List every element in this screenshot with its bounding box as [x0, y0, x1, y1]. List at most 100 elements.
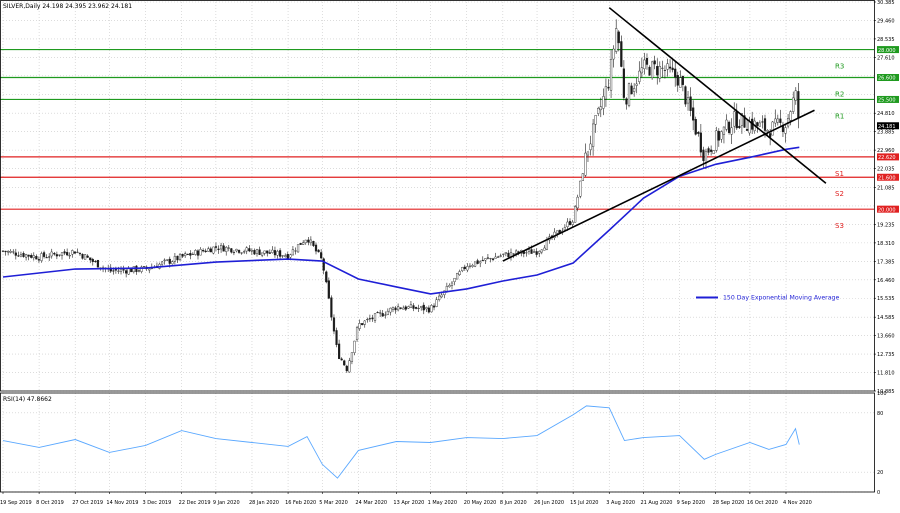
rsi-tick-label: 80 [877, 411, 883, 417]
candle-body [758, 122, 761, 127]
candle-body [704, 151, 708, 164]
candle-body [494, 256, 497, 259]
level-label-r2: R2 [835, 91, 844, 99]
candle-body [94, 261, 97, 263]
candle-body [456, 273, 459, 280]
candle-body [286, 254, 289, 259]
candle-body [630, 85, 633, 95]
candle-body [294, 250, 297, 252]
candle-body [461, 267, 464, 272]
candle-body [91, 259, 94, 262]
candle-body [540, 249, 543, 253]
candle-body [355, 327, 359, 340]
candle-body [727, 121, 731, 133]
candle-body [620, 41, 623, 67]
candle-body [543, 247, 546, 251]
candle-body [132, 266, 135, 273]
candle-body [635, 83, 638, 86]
y-tick-label: 22.960 [877, 148, 895, 154]
x-tick-label: 16 Oct 2020 [747, 500, 778, 506]
candle-body [268, 252, 271, 254]
candle-body [435, 299, 438, 307]
candle-body [66, 252, 69, 256]
candle-body [625, 98, 628, 105]
candle-body [409, 304, 413, 308]
rsi-tick-label: 20 [877, 470, 883, 476]
ema-line [2, 146, 800, 295]
chart-labels: SILVER,Daily 24.198 24.395 23.962 24.181… [3, 3, 844, 403]
candle-body [122, 269, 125, 271]
candle-body [643, 59, 646, 70]
candle-body [350, 352, 354, 362]
candle-body [507, 252, 510, 258]
candle-body [645, 58, 649, 65]
x-tick-label: 8 Jun 2020 [500, 500, 527, 506]
candle-body [586, 151, 590, 156]
candle-body [271, 249, 274, 253]
candle-body [289, 254, 292, 258]
candle-body [209, 248, 212, 253]
candle-body [445, 285, 448, 292]
y-tick-label: 21.085 [877, 186, 895, 192]
candle-body [484, 258, 487, 261]
candle-body [479, 261, 482, 264]
candle-body [9, 251, 12, 253]
candle-body [189, 253, 192, 256]
candle-body [648, 66, 651, 76]
x-tick-label: 28 Jan 2020 [249, 500, 279, 506]
candle-body [327, 280, 330, 299]
candle-body [607, 86, 610, 89]
candle-body [792, 97, 795, 112]
candle-body [366, 318, 369, 321]
candle-body [633, 88, 636, 92]
candle-body [320, 252, 323, 259]
candle-body [609, 59, 613, 91]
candle-body [473, 261, 477, 267]
candle-body [453, 277, 456, 282]
candle-body [112, 270, 115, 272]
candle-body [627, 83, 631, 106]
candle-body [502, 253, 505, 255]
candle-body [86, 255, 89, 258]
candle-body [255, 249, 259, 254]
candle-body [556, 230, 559, 234]
rsi-title: RSI(14) 47.8662 [3, 396, 52, 403]
candle-body [24, 254, 28, 258]
candle-body [171, 261, 174, 265]
rsi-line [2, 405, 800, 479]
candle-body [384, 314, 387, 316]
x-tick-label: 26 Jun 2020 [534, 500, 564, 506]
candle-body [50, 251, 53, 257]
candle-body [651, 61, 654, 79]
candle-body [358, 323, 361, 329]
candle-body [710, 149, 713, 152]
candle-body [184, 253, 187, 256]
candle-body [486, 257, 490, 259]
candle-body [32, 255, 35, 259]
candle-body [166, 259, 169, 261]
chart-title: SILVER,Daily 24.198 24.395 23.962 24.181 [3, 3, 132, 10]
candle-body [168, 258, 171, 264]
candle-body [202, 250, 205, 252]
candle-body [394, 307, 397, 311]
candle-body [527, 249, 531, 252]
level-tag-bg [877, 153, 899, 161]
x-tick-label: 19 Sep 2019 [0, 500, 32, 506]
candle-body [789, 111, 792, 121]
candle-body [130, 268, 133, 273]
y-tick-label: 17.385 [877, 259, 895, 265]
y-tick-label: 15.535 [877, 296, 895, 302]
candle-body [219, 245, 223, 250]
x-tick-label: 5 Mar 2020 [319, 500, 348, 506]
candle-body [497, 256, 500, 258]
candle-body [402, 307, 405, 310]
x-tick-label: 13 Apr 2020 [393, 500, 424, 506]
candle-body [217, 248, 220, 250]
candle-body [376, 312, 379, 314]
candle-body [178, 254, 182, 260]
candle-body [307, 239, 310, 243]
candle-body [756, 122, 759, 127]
candle-body [702, 149, 705, 161]
candle-body [389, 307, 392, 313]
candle-body [338, 343, 341, 359]
